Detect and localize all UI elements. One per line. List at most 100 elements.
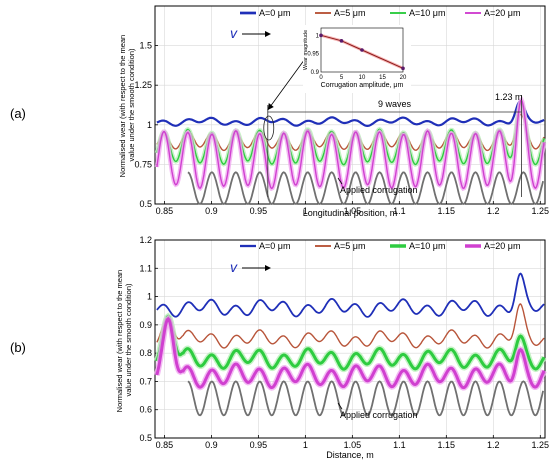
- inset-x-axis-label: Corrugation amplitude, μm: [321, 82, 404, 89]
- panel-b-y-axis-label: Normalised wear (with respect to the mea…: [115, 268, 133, 413]
- corrugation-label-pointer: [337, 402, 343, 410]
- x-tick-label: 1.15: [438, 440, 456, 450]
- velocity-arrow-head: [265, 265, 271, 271]
- x-tick-label: 0.85: [156, 440, 174, 450]
- series-line-A0m: [156, 272, 545, 318]
- y-tick-label: 0.6: [139, 405, 152, 415]
- legend-label: A=20 μm: [484, 241, 520, 251]
- inset-frame: [320, 27, 404, 73]
- series-line-A20m: [156, 98, 545, 190]
- x-tick-label: 1.2: [487, 440, 500, 450]
- corrugation-label: Applied corrugation: [340, 185, 418, 195]
- inset-pointer: [267, 51, 311, 111]
- corrugation-label-pointer: [337, 177, 343, 185]
- panel-b-annotations: v Applied corrugation: [230, 259, 418, 420]
- panel-b-x-ticks: 0.85 0.9 0.95 1 1.05 1.1 1.15 1.2 1.25: [156, 435, 549, 450]
- panel-a-series: [154, 96, 547, 192]
- inset-point: [319, 33, 323, 38]
- panel-a-inset: 0 5 10 15 20 0.9 0.95 1 Corrugation amplitude, μ…: [303, 25, 411, 93]
- x-tick-label: 0.85: [156, 206, 174, 216]
- y-tick-label: 1.1: [139, 263, 152, 273]
- inset-pointer-head: [267, 103, 274, 110]
- panel-a-y-axis-label-line-1: Normalised wear (with respect to the mea…: [118, 35, 127, 178]
- panel-b: (b) 0.5 0.6 0.7 0.8 0.9 1 1.1 1.2 0.85 0.9 0.95 1 1…: [10, 235, 549, 460]
- inset-point: [360, 48, 364, 52]
- inset-y-tick-label: 1: [316, 33, 320, 39]
- x-tick-label: 1.05: [344, 440, 362, 450]
- y-tick-label: 1: [147, 120, 152, 130]
- series-line-A20m: [155, 316, 546, 390]
- y-tick-label: 1.5: [139, 41, 152, 51]
- inset-point: [339, 39, 344, 43]
- panel-b-label: (b): [10, 340, 26, 355]
- legend-label: A=5 μm: [334, 241, 365, 251]
- x-tick-label: 1.25: [532, 206, 550, 216]
- panel-a-y-ticks: 0.5 0.75 1 1.25 1.5: [134, 41, 158, 209]
- inset-x-tick-label: 5: [340, 75, 344, 81]
- inset-x-tick-label: 20: [400, 75, 407, 81]
- applied-corrugation-line: [187, 380, 544, 417]
- panel-a-x-axis-label: Longitudinal position, m: [303, 208, 398, 218]
- x-tick-label: 1.15: [438, 206, 456, 216]
- applied-corrugation-line: [187, 171, 544, 206]
- y-tick-label: 0.9: [139, 320, 152, 330]
- peak-label: 1.23 m: [495, 92, 523, 102]
- panel-a-x-ticks: 0.85 0.9 0.95 1 1.05 1.1 1.15 1.2 1.25: [156, 201, 549, 216]
- panel-a-y-axis-label-line-2: value under the smooth condition): [127, 48, 136, 161]
- panel-a-annotations: v Applied corrugation 9 waves 1.23 m: [230, 25, 523, 197]
- y-tick-label: 1.25: [134, 80, 152, 90]
- inset-line: [320, 34, 404, 69]
- y-tick-label: 0.8: [139, 348, 152, 358]
- panel-a-label: (a): [10, 106, 26, 121]
- velocity-arrow-head: [265, 31, 271, 37]
- y-tick-label: 1: [147, 292, 152, 302]
- panel-b-grid: [155, 239, 545, 439]
- panel-b-plot-frame: [154, 239, 546, 439]
- inset-x-tick-label: 10: [359, 75, 366, 81]
- x-tick-label: 1.1: [393, 206, 406, 216]
- panel-a-applied-corrugation: [187, 171, 544, 206]
- legend-label: A=0 μm: [259, 8, 290, 18]
- inset-y-tick-label: 0.9: [311, 70, 320, 76]
- legend-label: A=10 μm: [409, 8, 445, 18]
- x-tick-label: 0.9: [205, 440, 218, 450]
- y-tick-label: 0.5: [139, 433, 152, 443]
- panel-a-y-axis-label: Normalised wear (with respect to the mea…: [118, 33, 136, 178]
- series-line-A5m: [156, 303, 545, 349]
- velocity-label: v: [230, 259, 238, 275]
- legend-label: A=10 μm: [409, 241, 445, 251]
- x-tick-label: 0.95: [250, 206, 268, 216]
- panel-a-legend: A=0 μm A=5 μm A=10 μm A=20 μm: [240, 8, 520, 18]
- x-tick-label: 0.9: [205, 206, 218, 216]
- panel-a-plot-frame: [154, 5, 546, 205]
- panel-b-y-axis-label-line-1: Normalised wear (with respect to the mea…: [115, 270, 124, 413]
- inset-point: [401, 66, 405, 71]
- panel-b-legend: A=0 μm A=5 μm A=10 μm A=20 μm: [240, 241, 520, 251]
- x-tick-label: 1: [303, 206, 308, 216]
- highlight-ellipse: [263, 115, 275, 141]
- legend-label: A=0 μm: [259, 241, 290, 251]
- waves-label: 9 waves: [378, 99, 412, 109]
- velocity-label: v: [230, 25, 238, 41]
- panel-b-y-ticks: 0.5 0.6 0.7 0.8 0.9 1 1.1 1.2: [139, 235, 158, 443]
- y-tick-label: 1.2: [139, 235, 152, 245]
- y-tick-label: 0.75: [134, 159, 152, 169]
- panel-b-series: [153, 272, 547, 391]
- x-tick-label: 0.95: [250, 440, 268, 450]
- x-tick-label: 1.25: [532, 440, 550, 450]
- legend-label: A=5 μm: [334, 8, 365, 18]
- series-line-A0m: [156, 100, 545, 128]
- inset-x-tick-label: 0: [319, 75, 323, 81]
- panel-b-x-axis-label: Distance, m: [326, 450, 374, 460]
- x-tick-label: 1.2: [487, 206, 500, 216]
- corrugation-label: Applied corrugation: [340, 410, 418, 420]
- inset-y-axis-label: Wear magnitude: [303, 30, 309, 70]
- y-tick-label: 0.5: [139, 199, 152, 209]
- inset-x-tick-label: 15: [379, 75, 386, 81]
- series-line-A10m: [155, 314, 546, 371]
- panel-b-y-axis-label-line-2: value under the smooth condition): [124, 283, 133, 396]
- inset-y-tick-label: 0.95: [307, 52, 319, 58]
- x-tick-label: 1.1: [393, 440, 406, 450]
